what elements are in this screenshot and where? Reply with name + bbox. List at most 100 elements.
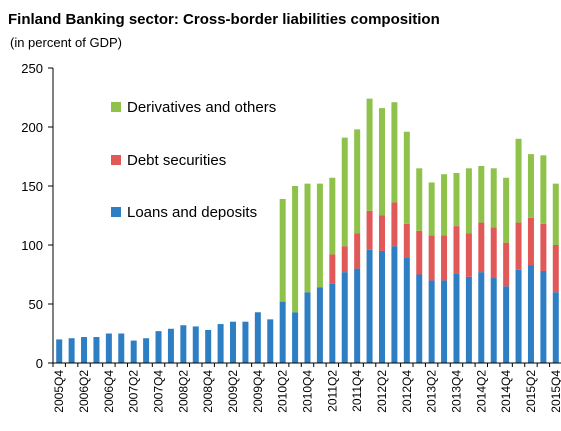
x-tick-label-2006Q2: 2006Q2: [77, 370, 91, 413]
bar-segment-derivatives-2012Q1: [366, 98, 373, 211]
bar-segment-loans-deposits-2012Q4: [403, 257, 410, 363]
bar-segment-debt-securities-2012Q4: [403, 223, 410, 258]
bar-segment-loans-deposits-2010Q4: [304, 292, 311, 363]
legend: Derivatives and others Debt securities L…: [111, 99, 276, 221]
bar-segment-debt-securities-2012Q1: [366, 210, 373, 250]
bar-segment-derivatives-2012Q4: [403, 131, 410, 224]
bar-segment-derivatives-2012Q2: [378, 108, 385, 216]
bar-segment-loans-deposits-2012Q2: [378, 250, 385, 363]
bar-segment-derivatives-2010Q4: [304, 183, 311, 293]
bar-segment-derivatives-2011Q1: [316, 183, 323, 288]
bar-segment-loans-deposits-2010Q1: [267, 319, 274, 363]
x-tick-label-2015Q2: 2015Q2: [524, 370, 538, 413]
x-tick-label-2011Q2: 2011Q2: [325, 370, 339, 412]
bar-segment-loans-deposits-2012Q3: [391, 246, 398, 363]
x-axis-ticks: 2005Q4 2006Q2 2006Q4 2007Q2 2007Q4 2008Q2 2008…: [52, 363, 561, 413]
x-tick-label-2013Q4: 2013Q4: [449, 370, 463, 413]
y-tick-label-150: 150: [21, 179, 43, 194]
legend-swatch-derivatives: [111, 102, 121, 112]
bar-segment-debt-securities-2015Q4: [552, 245, 559, 293]
bar-segment-debt-securities-2012Q2: [378, 215, 385, 251]
x-tick-label-2008Q4: 2008Q4: [201, 370, 215, 413]
bar-segment-debt-securities-2014Q2: [478, 222, 485, 273]
legend-label-loans-deposits: Loans and deposits: [127, 204, 257, 221]
bar-segment-loans-deposits-2011Q1: [316, 287, 323, 363]
bar-segment-derivatives-2014Q1: [465, 168, 472, 234]
bar-segment-debt-securities-2015Q3: [540, 223, 547, 271]
x-tick-label-2007Q2: 2007Q2: [127, 370, 141, 413]
bar-segment-loans-deposits-2015Q3: [540, 270, 547, 363]
bar-segment-loans-deposits-2010Q2: [279, 301, 286, 363]
bar-segment-loans-deposits-2006Q3: [93, 337, 100, 363]
bar-segment-loans-deposits-2009Q3: [242, 321, 249, 363]
y-tick-label-100: 100: [21, 238, 43, 253]
bar-segment-derivatives-2011Q2: [329, 177, 336, 255]
x-tick-label-2009Q2: 2009Q2: [226, 370, 240, 413]
bar-segment-loans-deposits-2015Q4: [552, 292, 559, 363]
bar-segment-loans-deposits-2007Q4: [155, 331, 162, 363]
y-tick-label-50: 50: [29, 297, 43, 312]
bar-segment-loans-deposits-2013Q2: [428, 280, 435, 363]
bar-segment-derivatives-2015Q1: [515, 138, 522, 223]
bar-segment-loans-deposits-2014Q2: [478, 272, 485, 363]
bar-segment-derivatives-2014Q4: [503, 177, 510, 243]
bar-segment-loans-deposits-2006Q1: [68, 338, 75, 363]
x-tick-label-2005Q4: 2005Q4: [52, 370, 66, 413]
legend-label-derivatives: Derivatives and others: [127, 99, 276, 116]
y-tick-label-200: 200: [21, 120, 43, 135]
x-tick-label-2014Q4: 2014Q4: [499, 370, 513, 413]
y-tick-label-250: 250: [21, 61, 43, 76]
bar-segment-derivatives-2013Q2: [428, 182, 435, 236]
bar-segment-loans-deposits-2007Q2: [130, 340, 137, 363]
chart-subtitle: (in percent of GDP): [10, 35, 122, 50]
chart-title: Finland Banking sector: Cross-border lia…: [8, 11, 440, 28]
bar-segment-loans-deposits-2008Q2: [180, 325, 187, 363]
bar-segment-debt-securities-2013Q2: [428, 235, 435, 281]
bar-segment-loans-deposits-2013Q4: [453, 273, 460, 363]
bar-segment-debt-securities-2011Q4: [354, 233, 361, 269]
bar-segment-derivatives-2013Q1: [416, 168, 423, 231]
bar-segment-loans-deposits-2014Q4: [503, 286, 510, 363]
bar-segment-debt-securities-2014Q4: [503, 242, 510, 287]
x-tick-label-2007Q4: 2007Q4: [152, 370, 166, 413]
bar-segment-loans-deposits-2014Q1: [465, 276, 472, 363]
bar-segment-loans-deposits-2011Q3: [341, 272, 348, 363]
bar-segment-debt-securities-2014Q3: [490, 227, 497, 279]
bar-segment-debt-securities-2011Q2: [329, 254, 336, 284]
bar-segment-derivatives-2012Q3: [391, 102, 398, 203]
bar-segment-debt-securities-2014Q1: [465, 233, 472, 277]
bar-segment-loans-deposits-2015Q1: [515, 269, 522, 363]
x-tick-label-2012Q4: 2012Q4: [400, 370, 414, 413]
bar-segment-loans-deposits-2005Q4: [56, 339, 63, 363]
x-tick-label-2015Q4: 2015Q4: [549, 370, 561, 413]
x-tick-label-2014Q2: 2014Q2: [474, 370, 488, 413]
bar-segment-derivatives-2015Q2: [527, 154, 534, 218]
bar-segment-loans-deposits-2007Q3: [143, 338, 150, 363]
bar-segment-loans-deposits-2006Q4: [105, 333, 112, 363]
y-axis-ticks: 0 50 100 150 200 250: [21, 61, 53, 371]
bar-segment-debt-securities-2015Q2: [527, 217, 534, 266]
bar-segment-loans-deposits-2009Q1: [217, 324, 224, 363]
bar-segment-loans-deposits-2010Q3: [292, 312, 299, 363]
bar-segment-derivatives-2015Q3: [540, 155, 547, 224]
x-tick-label-2008Q2: 2008Q2: [176, 370, 190, 413]
bar-segment-debt-securities-2013Q3: [441, 235, 448, 281]
bar-segment-loans-deposits-2008Q3: [192, 326, 199, 363]
bar-segment-derivatives-2015Q4: [552, 183, 559, 245]
bar-segment-derivatives-2010Q3: [292, 186, 299, 313]
bar-segment-loans-deposits-2011Q2: [329, 283, 336, 363]
bar-segment-loans-deposits-2009Q4: [254, 312, 261, 363]
bars-group: [56, 98, 559, 363]
bar-segment-loans-deposits-2008Q4: [205, 329, 212, 363]
bar-segment-derivatives-2014Q3: [490, 168, 497, 228]
bar-segment-derivatives-2011Q4: [354, 129, 361, 234]
bar-segment-derivatives-2013Q4: [453, 173, 460, 227]
legend-swatch-debt-securities: [111, 155, 121, 165]
x-tick-label-2010Q4: 2010Q4: [301, 370, 315, 413]
y-tick-label-0: 0: [36, 356, 43, 371]
bar-segment-loans-deposits-2013Q3: [441, 280, 448, 363]
bar-segment-loans-deposits-2012Q1: [366, 249, 373, 363]
bar-segment-loans-deposits-2015Q2: [527, 265, 534, 363]
bar-segment-debt-securities-2011Q3: [341, 246, 348, 273]
